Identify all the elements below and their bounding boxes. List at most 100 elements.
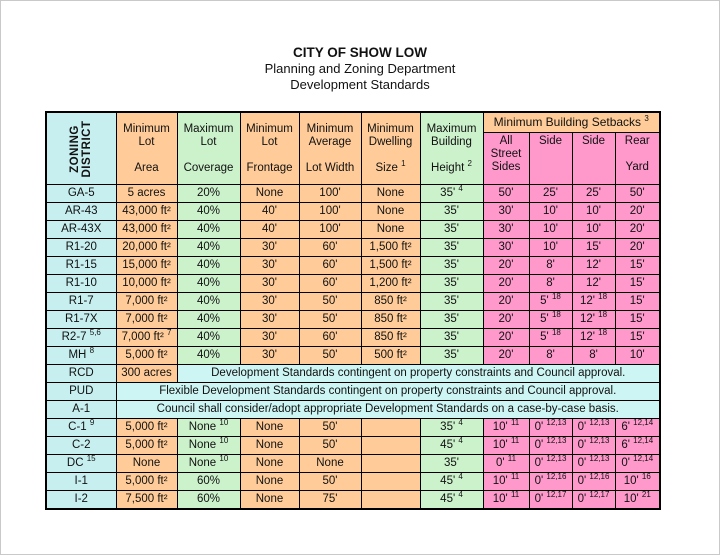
data-cell: 10' 11	[482, 490, 530, 509]
header-row-main: ZONING DISTRICT Minimum Lot Area Maximum Lo…	[45, 111, 661, 185]
district-cell: R1-15	[45, 256, 117, 275]
data-cell: 40%	[176, 220, 241, 239]
data-cell: 35'	[419, 202, 484, 221]
data-cell: 10,000 ft²	[115, 274, 178, 293]
data-cell: 100'	[298, 184, 362, 203]
data-cell: 0' 12,16	[528, 472, 573, 491]
data-cell: 8'	[571, 346, 616, 365]
data-cell	[360, 472, 421, 491]
data-cell: 6' 12,14	[614, 436, 661, 455]
data-cell: 0' 12,17	[528, 490, 573, 509]
data-cell: 40%	[176, 202, 241, 221]
zoning-district-vertical-label: ZONING DISTRICT	[69, 119, 94, 178]
table-row: R1-20 20,000 ft² 40% 30' 60' 1,500 ft² 35' 30' 1…	[45, 238, 661, 257]
data-cell: 60'	[298, 238, 362, 257]
data-cell: 45' 4	[419, 472, 484, 491]
data-cell: 35'	[419, 256, 484, 275]
data-cell: 5,000 ft²	[115, 418, 178, 437]
header-max-building-height: Maximum Building Height 2	[419, 111, 484, 185]
data-cell: 20'	[482, 328, 530, 347]
header-setback-side-1: Side	[528, 132, 573, 185]
table-row: GA-5 5 acres 20% None 100' None 35' 4 50' 25' 25'…	[45, 184, 661, 203]
district-cell: DC 15	[45, 454, 117, 473]
data-cell: 45' 4	[419, 490, 484, 509]
data-cell: 40'	[239, 220, 300, 239]
header-min-lot-frontage: Minimum Lot Frontage	[239, 111, 300, 185]
data-cell: 50'	[614, 184, 661, 203]
district-cell: PUD	[45, 382, 117, 401]
data-cell: 7,000 ft²	[115, 292, 178, 311]
data-cell: 0' 11	[482, 454, 530, 473]
data-cell: 0' 12,13	[528, 418, 573, 437]
data-cell: 5' 18	[528, 310, 573, 329]
data-cell: 25'	[528, 184, 573, 203]
data-cell: 10'	[528, 220, 573, 239]
district-cell: R1-7X	[45, 310, 117, 329]
data-cell: 40%	[176, 238, 241, 257]
data-cell: 8'	[528, 346, 573, 365]
data-cell: None 10	[176, 454, 241, 473]
data-cell: None	[239, 454, 300, 473]
data-cell	[360, 490, 421, 509]
district-cell: RCD	[45, 364, 117, 383]
data-cell: 60'	[298, 274, 362, 293]
data-cell: 35'	[419, 238, 484, 257]
district-cell: R1-10	[45, 274, 117, 293]
data-cell: 50'	[482, 184, 530, 203]
data-cell: 20,000 ft²	[115, 238, 178, 257]
data-cell: 40%	[176, 274, 241, 293]
data-cell: 30'	[482, 220, 530, 239]
data-cell: 0' 12,13	[528, 436, 573, 455]
data-cell: 15'	[614, 256, 661, 275]
data-cell: 1,500 ft²	[360, 256, 421, 275]
district-cell: R1-7	[45, 292, 117, 311]
data-cell: 30'	[239, 274, 300, 293]
district-cell: C-2	[45, 436, 117, 455]
data-cell: 15'	[614, 292, 661, 311]
data-cell: 40%	[176, 292, 241, 311]
data-cell: None 10	[176, 436, 241, 455]
development-standards-table: ZONING DISTRICT Minimum Lot Area Maximum Lo…	[45, 111, 661, 510]
district-cell: A-1	[45, 400, 117, 419]
table-row: R1-7X 7,000 ft² 40% 30' 50' 850 ft² 35' 20' 5' 1…	[45, 310, 661, 329]
header-setback-side-2: Side	[571, 132, 616, 185]
data-cell: 5,000 ft²	[115, 346, 178, 365]
data-cell: 30'	[239, 292, 300, 311]
data-cell: 50'	[298, 418, 362, 437]
data-cell: None 10	[176, 418, 241, 437]
data-cell: 43,000 ft²	[115, 202, 178, 221]
data-cell: None	[239, 472, 300, 491]
header-row-setbacks: All Street Sides Side Side Rear Yard	[46, 132, 661, 185]
data-cell: 12' 18	[571, 292, 616, 311]
data-cell: 12'	[571, 256, 616, 275]
data-cell: None	[360, 202, 421, 221]
table-row: AR-43 43,000 ft² 40% 40' 100' None 35' 30' 10' 10…	[45, 202, 661, 221]
header-max-lot-coverage: Maximum Lot Coverage	[176, 111, 241, 185]
data-cell: None	[239, 184, 300, 203]
data-cell: 100'	[298, 202, 362, 221]
data-cell	[360, 418, 421, 437]
data-cell: 35' 4	[419, 418, 484, 437]
data-cell: 20'	[482, 274, 530, 293]
data-cell: 40%	[176, 256, 241, 275]
data-cell: 30'	[239, 238, 300, 257]
data-cell: 6' 12,14	[614, 418, 661, 437]
data-cell: 20'	[482, 310, 530, 329]
header-min-building-setbacks-group: Minimum Building Setbacks 3	[482, 111, 661, 133]
data-cell: 20'	[614, 220, 661, 239]
data-cell: 60'	[298, 328, 362, 347]
data-cell: 1,500 ft²	[360, 238, 421, 257]
data-cell: 30'	[482, 238, 530, 257]
data-cell: 7,000 ft² 7	[115, 328, 178, 347]
data-cell: 20'	[482, 292, 530, 311]
data-cell: 12'	[571, 274, 616, 293]
data-cell: 50'	[298, 472, 362, 491]
data-cell: 15'	[614, 310, 661, 329]
data-cell: 35'	[419, 292, 484, 311]
title-block: CITY OF SHOW LOW Planning and Zoning Dep…	[1, 1, 719, 93]
data-cell: 40'	[239, 202, 300, 221]
district-cell: I-1	[45, 472, 117, 491]
document-subtitle-department: Planning and Zoning Department	[264, 61, 456, 76]
data-cell: 40%	[176, 328, 241, 347]
data-cell: 60'	[298, 256, 362, 275]
